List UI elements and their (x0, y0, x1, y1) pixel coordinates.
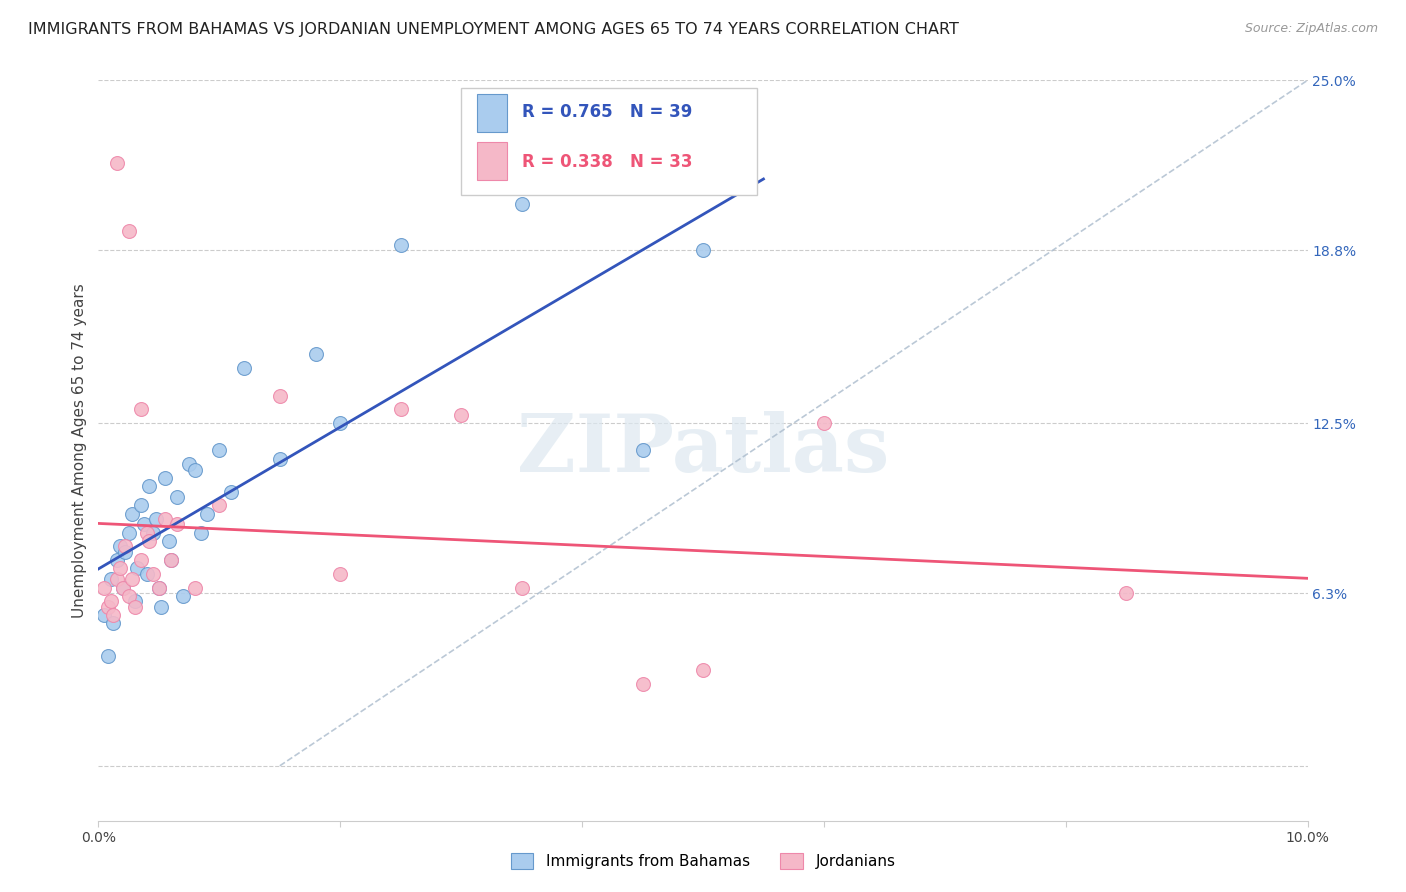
Point (160, 553, 183, 567)
FancyBboxPatch shape (477, 142, 508, 180)
Point (142, 525, 165, 540)
Point (269, 451, 291, 466)
Point (124, 594, 146, 608)
Point (153, 512, 176, 526)
Legend: Immigrants from Bahamas, Jordanians: Immigrants from Bahamas, Jordanians (505, 847, 901, 875)
Point (166, 517, 188, 532)
Point (510, 196, 533, 211)
Point (135, 566, 157, 581)
Point (129, 498, 152, 512)
Point (108, 540, 131, 554)
Point (166, 490, 188, 504)
Point (118, 224, 141, 238)
Point (111, 581, 134, 595)
Point (208, 498, 231, 512)
Point (100, 572, 122, 586)
Point (153, 471, 176, 485)
Point (108, 561, 131, 575)
Point (121, 572, 143, 586)
Point (692, 663, 714, 677)
Point (97, 599, 120, 614)
Point (190, 525, 212, 540)
Point (631, 443, 654, 458)
Point (118, 589, 141, 603)
Point (100, 594, 122, 608)
Point (105, 553, 128, 567)
Point (101, 616, 124, 631)
Point (97, 649, 120, 664)
Point (138, 479, 160, 493)
Point (179, 457, 201, 471)
Point (184, 581, 207, 595)
Point (129, 402, 152, 417)
Point (118, 525, 141, 540)
Point (450, 408, 472, 422)
Point (124, 599, 146, 614)
Point (93, 607, 115, 622)
Y-axis label: Unemployment Among Ages 65 to 74 years: Unemployment Among Ages 65 to 74 years (72, 283, 87, 618)
Point (221, 484, 243, 499)
Point (631, 676, 654, 690)
Point (114, 540, 136, 554)
Point (692, 244, 714, 258)
Point (813, 416, 835, 430)
FancyBboxPatch shape (477, 94, 508, 132)
Text: ZIPatlas: ZIPatlas (517, 411, 889, 490)
Point (389, 237, 412, 252)
Point (105, 572, 128, 586)
Point (305, 347, 328, 361)
Point (1115, 586, 1137, 600)
Text: R = 0.338   N = 33: R = 0.338 N = 33 (522, 153, 692, 170)
Point (105, 155, 128, 169)
Point (208, 443, 231, 458)
FancyBboxPatch shape (461, 87, 758, 195)
Point (269, 389, 291, 403)
Point (114, 545, 136, 559)
Point (138, 533, 160, 548)
Point (93, 581, 115, 595)
Point (195, 507, 218, 521)
Point (232, 361, 254, 376)
Point (172, 589, 194, 603)
Point (101, 607, 124, 622)
Point (127, 561, 149, 575)
Point (150, 599, 173, 614)
Point (145, 512, 167, 526)
Point (389, 402, 412, 417)
Point (329, 566, 352, 581)
Point (148, 581, 170, 595)
Point (135, 525, 157, 540)
Point (157, 533, 180, 548)
Point (129, 553, 152, 567)
Text: R = 0.765   N = 39: R = 0.765 N = 39 (522, 103, 692, 121)
Point (142, 566, 165, 581)
Text: Source: ZipAtlas.com: Source: ZipAtlas.com (1244, 22, 1378, 36)
Point (148, 581, 170, 595)
Point (111, 581, 134, 595)
Point (160, 553, 183, 567)
Point (510, 581, 533, 595)
Text: IMMIGRANTS FROM BAHAMAS VS JORDANIAN UNEMPLOYMENT AMONG AGES 65 TO 74 YEARS CORR: IMMIGRANTS FROM BAHAMAS VS JORDANIAN UNE… (28, 22, 959, 37)
Point (184, 463, 207, 477)
Point (329, 416, 352, 430)
Point (121, 507, 143, 521)
Point (134, 517, 156, 532)
